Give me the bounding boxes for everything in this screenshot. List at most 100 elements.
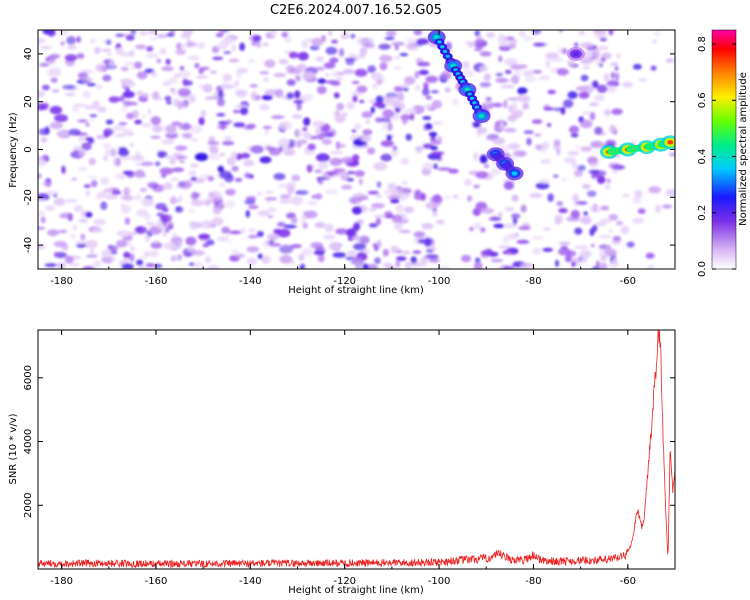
noise-blob xyxy=(165,58,171,65)
noise-blob xyxy=(279,198,291,205)
noise-blob xyxy=(632,63,642,70)
noise-blob xyxy=(296,102,302,111)
noise-blob xyxy=(472,121,481,128)
noise-blob xyxy=(323,234,336,240)
noise-blob xyxy=(353,243,367,251)
noise-blob xyxy=(650,65,657,71)
noise-blob xyxy=(622,193,630,198)
noise-blob xyxy=(352,257,363,262)
noise-blob xyxy=(302,71,316,80)
spectrogram-x-label: Height of straight line (km) xyxy=(288,285,424,296)
noise-blob xyxy=(219,170,232,179)
noise-blob xyxy=(336,102,345,111)
noise-blob xyxy=(68,128,81,136)
spectrogram-y-label: Frequency (Hz) xyxy=(8,112,19,188)
noise-blob xyxy=(121,263,134,269)
noise-blob xyxy=(632,195,641,204)
noise-blob xyxy=(580,216,592,225)
noise-blob xyxy=(383,189,396,196)
noise-blob xyxy=(270,30,277,37)
noise-blob xyxy=(44,205,56,211)
noise-blob xyxy=(211,46,220,54)
noise-blob xyxy=(605,84,617,93)
noise-blob xyxy=(475,39,482,43)
noise-blob xyxy=(490,217,501,221)
noise-blob xyxy=(135,90,144,96)
noise-blob xyxy=(301,247,314,256)
noise-blob xyxy=(149,37,158,41)
noise-blob xyxy=(315,56,325,62)
noise-blob xyxy=(123,62,135,66)
noise-blob xyxy=(574,42,579,48)
noise-blob xyxy=(156,212,164,217)
noise-blob xyxy=(302,93,314,101)
noise-blob xyxy=(150,116,161,126)
noise-blob xyxy=(106,52,113,57)
noise-blob xyxy=(218,202,226,209)
noise-blob xyxy=(376,239,382,249)
noise-blob xyxy=(340,33,350,40)
noise-blob xyxy=(531,236,545,240)
noise-blob xyxy=(293,99,304,104)
noise-blob xyxy=(593,94,606,102)
noise-blob xyxy=(669,152,675,157)
noise-blob xyxy=(259,156,272,164)
noise-blob xyxy=(44,263,57,268)
noise-blob xyxy=(264,190,275,194)
noise-blob xyxy=(288,51,299,59)
noise-blob xyxy=(373,214,387,219)
noise-blob xyxy=(507,79,518,83)
noise-blob xyxy=(332,252,347,258)
noise-blob xyxy=(321,138,332,145)
noise-blob xyxy=(462,69,475,78)
feature-trace-core xyxy=(437,40,442,44)
noise-blob xyxy=(418,69,429,75)
noise-blob xyxy=(175,42,183,50)
noise-blob xyxy=(144,213,152,221)
noise-blob xyxy=(594,126,603,135)
noise-blob xyxy=(390,245,400,253)
feature-trace-core xyxy=(445,54,450,58)
noise-blob xyxy=(379,54,393,63)
noise-blob xyxy=(645,252,655,259)
noise-blob xyxy=(259,103,270,111)
noise-blob xyxy=(293,90,301,99)
noise-blob xyxy=(287,185,295,195)
figure-title: C2E6.2024.007.16.52.G05 xyxy=(270,3,442,18)
noise-blob xyxy=(375,194,383,198)
noise-blob xyxy=(512,217,518,225)
noise-blob xyxy=(194,62,200,69)
noise-blob xyxy=(264,89,279,97)
noise-blob xyxy=(595,260,600,267)
noise-blob xyxy=(102,74,112,82)
noise-blob xyxy=(611,108,623,115)
noise-blob xyxy=(336,77,343,81)
noise-blob xyxy=(424,123,433,130)
noise-blob xyxy=(572,193,580,203)
noise-blob xyxy=(371,202,385,209)
noise-blob xyxy=(231,248,240,256)
noise-blob xyxy=(503,181,515,190)
noise-blob xyxy=(307,200,319,206)
noise-blob xyxy=(604,248,617,256)
noise-blob xyxy=(512,71,522,81)
noise-blob xyxy=(148,30,157,35)
noise-blob xyxy=(179,180,191,190)
noise-blob xyxy=(384,36,395,41)
noise-blob xyxy=(275,88,284,98)
noise-blob xyxy=(222,73,233,82)
noise-blob xyxy=(198,84,213,89)
noise-blob xyxy=(118,95,125,102)
noise-blob xyxy=(220,152,226,157)
snr-axes: -180 -160 -140 -120 -100 -80 -60 2000 4000 6000 xyxy=(23,330,676,587)
snr-y-label: SNR (10 * v/v) xyxy=(8,413,19,484)
x-tick-label: -180 xyxy=(50,576,73,587)
noise-blob xyxy=(60,41,65,46)
noise-blob xyxy=(120,66,129,72)
noise-blob xyxy=(372,83,378,90)
noise-blob xyxy=(423,82,429,90)
noise-blob xyxy=(81,142,92,151)
noise-blob xyxy=(354,123,362,130)
noise-blob xyxy=(235,90,246,96)
noise-blob xyxy=(499,121,504,130)
